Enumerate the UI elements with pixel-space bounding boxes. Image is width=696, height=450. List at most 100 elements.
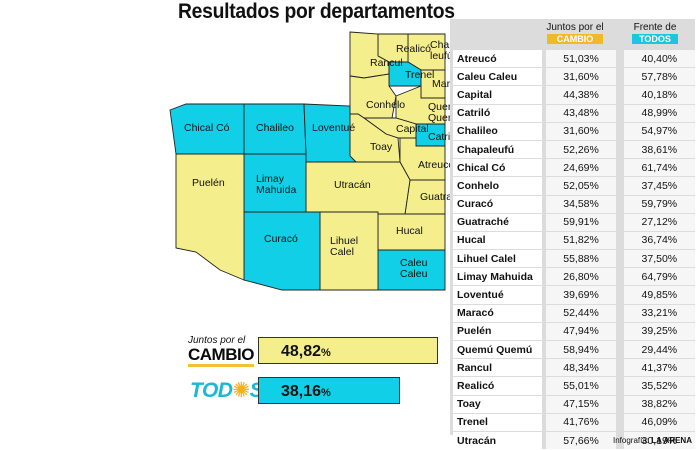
dept-cell: Hucal bbox=[453, 231, 543, 250]
results-table: Juntos por el CAMBIO Frente de TODOS Atr… bbox=[450, 19, 695, 450]
todos-cell: 38,82% bbox=[615, 395, 695, 413]
region-label-realico: Realicó bbox=[396, 43, 431, 55]
jpc-cell: 48,34% bbox=[542, 359, 616, 377]
dept-cell: Caleu Caleu bbox=[453, 68, 543, 86]
region-label-limay-mahuida: Limay Mahuida bbox=[256, 173, 296, 196]
region-label-conhelo: Conhelo bbox=[366, 99, 405, 111]
todos-cell: 37,50% bbox=[615, 250, 695, 268]
table-row: Caleu Caleu 31,60% 57,78% bbox=[453, 68, 695, 86]
table-row: Lihuel Calel 55,88% 37,50% bbox=[453, 250, 695, 268]
region-label-chalileo: Chalileo bbox=[256, 122, 294, 134]
dept-cell: Chical Có bbox=[453, 159, 543, 177]
jpc-cell: 31,60% bbox=[542, 68, 616, 86]
jpc-cell: 52,26% bbox=[542, 140, 616, 159]
region-label-loventue: Loventué bbox=[312, 122, 355, 134]
table-row: Catriló 43,48% 48,99% bbox=[453, 104, 695, 122]
dept-cell: Lihuel Calel bbox=[453, 250, 543, 268]
dept-cell: Atreucó bbox=[453, 50, 543, 68]
header-todos-text: Frente de bbox=[633, 22, 677, 33]
region-label-guatrache: Guatraché bbox=[420, 191, 450, 203]
jpc-cell: 43,48% bbox=[542, 104, 616, 122]
jpc-cell: 52,05% bbox=[542, 177, 616, 195]
todos-cell: 48,99% bbox=[615, 104, 695, 122]
todos-total-unit: % bbox=[321, 387, 331, 399]
jpc-cell: 26,80% bbox=[542, 268, 616, 286]
results-table-body: Atreucó 51,03% 40,40% Caleu Caleu 31,60% 57,7… bbox=[453, 49, 695, 450]
region-label-puelen: Puelén bbox=[192, 177, 225, 189]
juntos-por-el-cambio-logo: Juntos por el CAMBIO bbox=[188, 335, 254, 367]
todos-cell: 57,78% bbox=[615, 68, 695, 86]
region-label-curaco: Curacó bbox=[264, 233, 298, 245]
jpc-cell: 55,01% bbox=[542, 377, 616, 395]
region-label-capital: Capital bbox=[396, 123, 429, 135]
region-label-chical-co: Chical Có bbox=[184, 122, 230, 134]
todos-cell: 61,74% bbox=[615, 159, 695, 177]
sun-icon: ✺ bbox=[232, 379, 250, 402]
todos-cell: 41,37% bbox=[615, 359, 695, 377]
table-row: Utracán 57,66% 30,19% bbox=[453, 431, 695, 450]
jpc-logo-line1: Juntos por el bbox=[188, 335, 246, 346]
todos-cell: 33,21% bbox=[615, 304, 695, 322]
region-label-caleu-caleu: Caleu Caleu bbox=[400, 257, 428, 280]
credit: Infografía: LA ARENA bbox=[613, 436, 692, 445]
dept-cell: Catriló bbox=[453, 104, 543, 122]
page-title: Resultados por departamentos bbox=[178, 0, 455, 23]
jpc-logo-line2: CAMBIO bbox=[188, 346, 254, 367]
todos-cell: 35,52% bbox=[615, 377, 695, 395]
todos-cell: 39,25% bbox=[615, 322, 695, 340]
table-row: Guatraché 59,91% 27,12% bbox=[453, 213, 695, 231]
jpc-cell: 47,94% bbox=[542, 322, 616, 340]
credit-source: LA ARENA bbox=[651, 436, 692, 445]
map-svg: ChapaleufúRealicó RanculTrenelMaracó Conhe… bbox=[169, 31, 450, 291]
region-label-chapaleufu: Chapaleufú bbox=[430, 39, 450, 62]
table-row: Conhelo 52,05% 37,45% bbox=[453, 177, 695, 195]
table-row: Chical Có 24,69% 61,74% bbox=[453, 159, 695, 177]
table-row: Loventué 39,69% 49,85% bbox=[453, 286, 695, 304]
dept-cell: Limay Mahuida bbox=[453, 268, 543, 286]
region-puelen bbox=[175, 153, 245, 281]
credit-prefix: Infografía: bbox=[612, 436, 650, 445]
department-map: ChapaleufúRealicó RanculTrenelMaracó Conhe… bbox=[160, 26, 450, 326]
table-row: Limay Mahuida 26,80% 64,79% bbox=[453, 268, 695, 286]
table-row: Hucal 51,82% 36,74% bbox=[453, 231, 695, 250]
jpc-total-unit: % bbox=[321, 347, 331, 359]
jpc-cell: 41,76% bbox=[542, 413, 616, 431]
header-jpc-text: Juntos por el bbox=[546, 22, 604, 33]
todos-cell: 30,19% bbox=[615, 431, 695, 450]
region-label-hucal: Hucal bbox=[396, 225, 423, 237]
jpc-total-bar: 48,82% bbox=[258, 337, 438, 364]
jpc-cell: 52,44% bbox=[542, 304, 616, 322]
jpc-cell: 59,91% bbox=[542, 213, 616, 231]
dept-cell: Maracó bbox=[453, 304, 543, 322]
region-label-catrilo: Catriló bbox=[428, 131, 450, 143]
dept-cell: Realicó bbox=[453, 377, 543, 395]
dept-cell: Quemú Quemú bbox=[453, 341, 543, 359]
dept-cell: Puelén bbox=[453, 322, 543, 340]
table-row: Quemú Quemú 58,94% 29,44% bbox=[453, 341, 695, 359]
table-row: Trenel 41,76% 46,09% bbox=[453, 413, 695, 431]
jpc-cell: 24,69% bbox=[542, 159, 616, 177]
table-row: Rancul 48,34% 41,37% bbox=[453, 359, 695, 377]
frente-de-todos-logo: TOD✺S bbox=[190, 378, 264, 403]
todos-cell: 29,44% bbox=[615, 341, 695, 359]
region-loventue bbox=[303, 103, 358, 163]
region-label-atreuco: Atreucó bbox=[418, 159, 450, 171]
dept-cell: Trenel bbox=[453, 413, 543, 431]
todos-cell: 37,45% bbox=[615, 177, 695, 195]
jpc-cell: 34,58% bbox=[542, 195, 616, 213]
dept-cell: Conhelo bbox=[453, 177, 543, 195]
todos-cell: 49,85% bbox=[615, 286, 695, 304]
dept-cell: Curacó bbox=[453, 195, 543, 213]
jpc-cell: 31,60% bbox=[542, 122, 616, 140]
jpc-cell: 39,69% bbox=[542, 286, 616, 304]
todos-cell: 36,74% bbox=[615, 231, 695, 250]
todos-cell: 38,61% bbox=[615, 140, 695, 159]
table-row: Atreucó 51,03% 40,40% bbox=[453, 50, 695, 68]
table-row: Capital 44,38% 40,18% bbox=[453, 86, 695, 104]
header-todos: Frente de TODOS bbox=[620, 22, 690, 44]
table-row: Toay 47,15% 38,82% bbox=[453, 395, 695, 413]
jpc-cell: 44,38% bbox=[542, 86, 616, 104]
table-row: Realicó 55,01% 35,52% bbox=[453, 377, 695, 395]
region-label-rancul: Rancul bbox=[370, 57, 403, 69]
